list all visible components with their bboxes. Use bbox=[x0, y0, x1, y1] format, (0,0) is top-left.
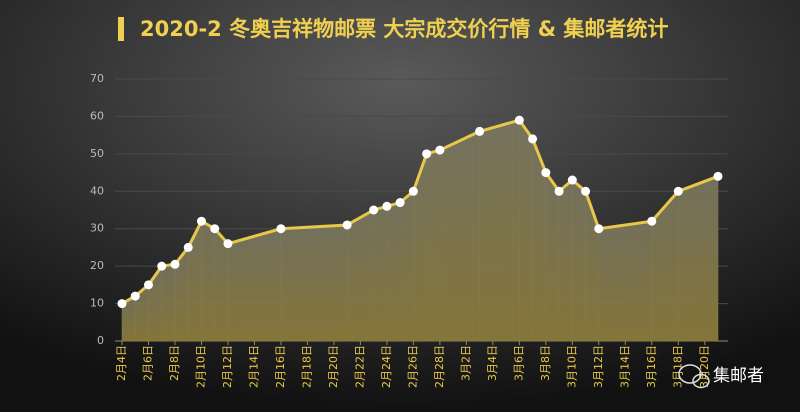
line-segment bbox=[438, 129, 482, 152]
y-tick-label: 10 bbox=[90, 297, 104, 310]
point bbox=[117, 299, 127, 309]
point bbox=[143, 280, 153, 290]
area-segment bbox=[479, 119, 520, 342]
watermark-text: 集邮者 bbox=[713, 366, 764, 386]
point bbox=[594, 224, 604, 234]
x-tick-label: 2月6日 bbox=[141, 345, 154, 381]
area-segment bbox=[519, 119, 533, 342]
x-tick-label: 3月8日 bbox=[539, 345, 552, 381]
area-segment bbox=[572, 179, 586, 342]
line-segment bbox=[650, 189, 680, 223]
point bbox=[541, 168, 551, 178]
point bbox=[395, 198, 405, 208]
x-tick-label: 3月2日 bbox=[459, 345, 472, 381]
point bbox=[567, 175, 577, 185]
point bbox=[475, 126, 485, 136]
x-tick-label: 2月8日 bbox=[168, 345, 181, 381]
plot: 0 10 20 30 40 50 60 70 2月4日 2月6日 2月8日 2月10日 2月12日 2月1… bbox=[90, 72, 728, 388]
line-segment bbox=[186, 219, 203, 249]
area-segment bbox=[346, 209, 374, 342]
y-tick-label: 0 bbox=[97, 334, 104, 347]
area-segment bbox=[426, 149, 441, 342]
point bbox=[369, 205, 379, 215]
point bbox=[130, 291, 140, 301]
x-tick-label: 3月16日 bbox=[645, 345, 658, 388]
area-segment bbox=[386, 202, 401, 342]
area-segment bbox=[280, 224, 348, 342]
area-segment bbox=[227, 228, 282, 342]
point bbox=[422, 149, 432, 159]
area-segment bbox=[677, 175, 719, 342]
point bbox=[713, 171, 723, 181]
line-segment bbox=[478, 118, 521, 133]
point bbox=[528, 134, 538, 144]
watermark: 集邮者 bbox=[678, 364, 764, 389]
x-tick-label: 3月14日 bbox=[618, 345, 631, 388]
point bbox=[408, 186, 418, 196]
line-segment bbox=[345, 208, 376, 227]
line-segment bbox=[226, 227, 283, 246]
x-tick-label: 2月10日 bbox=[194, 345, 207, 388]
point bbox=[673, 186, 683, 196]
y-tick-label: 50 bbox=[90, 147, 104, 160]
area-segment bbox=[373, 205, 388, 342]
point bbox=[170, 259, 180, 269]
area-segment bbox=[558, 179, 573, 342]
x-tick-label: 2月14日 bbox=[247, 345, 260, 388]
area-segment bbox=[201, 220, 216, 342]
x-tick-label: 3月12日 bbox=[592, 345, 605, 388]
point bbox=[157, 261, 167, 271]
point bbox=[647, 216, 657, 226]
point bbox=[514, 115, 524, 125]
y-tick-label: 30 bbox=[90, 222, 104, 235]
x-tick-label: 2月18日 bbox=[300, 345, 313, 388]
x-tick-label: 2月28日 bbox=[433, 345, 446, 388]
line-segment bbox=[676, 174, 720, 193]
area-segment bbox=[598, 220, 653, 342]
point bbox=[223, 239, 233, 249]
x-tick-label: 2月26日 bbox=[406, 345, 419, 388]
line-segment bbox=[584, 189, 601, 231]
x-tick-label: 3月6日 bbox=[512, 345, 525, 381]
title-bar bbox=[118, 17, 124, 41]
x-tick-label: 3月10日 bbox=[565, 345, 578, 388]
x-tick-label: 2月16日 bbox=[274, 345, 287, 388]
x-tick-label: 2月12日 bbox=[221, 345, 234, 388]
area-segment bbox=[545, 171, 560, 342]
x-tick-label: 2月4日 bbox=[115, 345, 128, 381]
x-tick-label: 3月18日 bbox=[671, 345, 684, 388]
x-tick-label: 2月20日 bbox=[327, 345, 340, 388]
point bbox=[183, 242, 193, 252]
area-segment bbox=[399, 190, 414, 342]
y-tick-label: 40 bbox=[90, 184, 104, 197]
point bbox=[196, 216, 206, 226]
point bbox=[276, 224, 286, 234]
line-segment bbox=[279, 223, 349, 231]
line-segment bbox=[411, 152, 429, 193]
point bbox=[581, 186, 591, 196]
area-segment bbox=[439, 130, 480, 342]
line-segment bbox=[597, 219, 654, 231]
x-tick-label: 2月22日 bbox=[353, 345, 366, 388]
y-tick-label: 60 bbox=[90, 109, 104, 122]
point bbox=[382, 201, 392, 211]
area bbox=[121, 119, 719, 342]
y-tick-label: 20 bbox=[90, 259, 104, 272]
point bbox=[435, 145, 445, 155]
area-segment bbox=[161, 263, 176, 342]
point bbox=[210, 224, 220, 234]
point bbox=[554, 186, 564, 196]
x-tick-label: 3月4日 bbox=[486, 345, 499, 381]
point bbox=[342, 220, 352, 230]
y-tick-label: 70 bbox=[90, 72, 104, 85]
chart-title: 2020-2 冬奥吉祥物邮票 大宗成交价行情 & 集邮者统计 bbox=[140, 17, 668, 41]
x-tick-label: 2月24日 bbox=[380, 345, 393, 388]
line-segment bbox=[531, 137, 548, 175]
